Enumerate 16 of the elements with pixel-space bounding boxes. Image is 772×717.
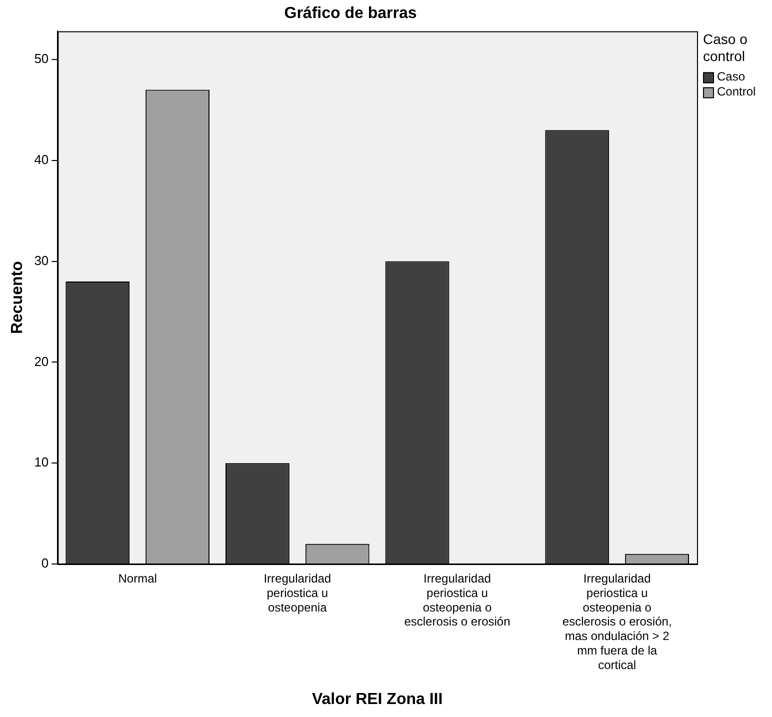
x-tick-label: Irregularidad periostica u osteopenia [264,572,332,614]
chart-title: Gráfico de barras [284,5,417,22]
y-tick-label: 30 [34,252,49,268]
y-tick-label: 0 [41,556,49,571]
x-tick-label: Normal [118,572,157,586]
x-tick-label: Irregularidad periostica u osteopenia o esclerosis o erosión, mas ondulación > 2 mm fuera de la cortical [562,572,672,672]
legend-label: Control [717,84,756,99]
x-axis-title: Valor REI Zona III [312,690,443,708]
y-tick-label: 50 [34,51,49,66]
y-tick-label: 10 [34,454,49,470]
legend-title: Caso o control [703,31,748,64]
y-tick-label: 40 [34,152,49,167]
y-axis-title: Recuento [9,260,26,334]
legend-label: Caso [717,70,746,84]
y-tick-label: 20 [34,354,49,369]
x-tick-label: Irregularidad periostica u osteopenia o esclerosis o erosión [404,572,510,629]
